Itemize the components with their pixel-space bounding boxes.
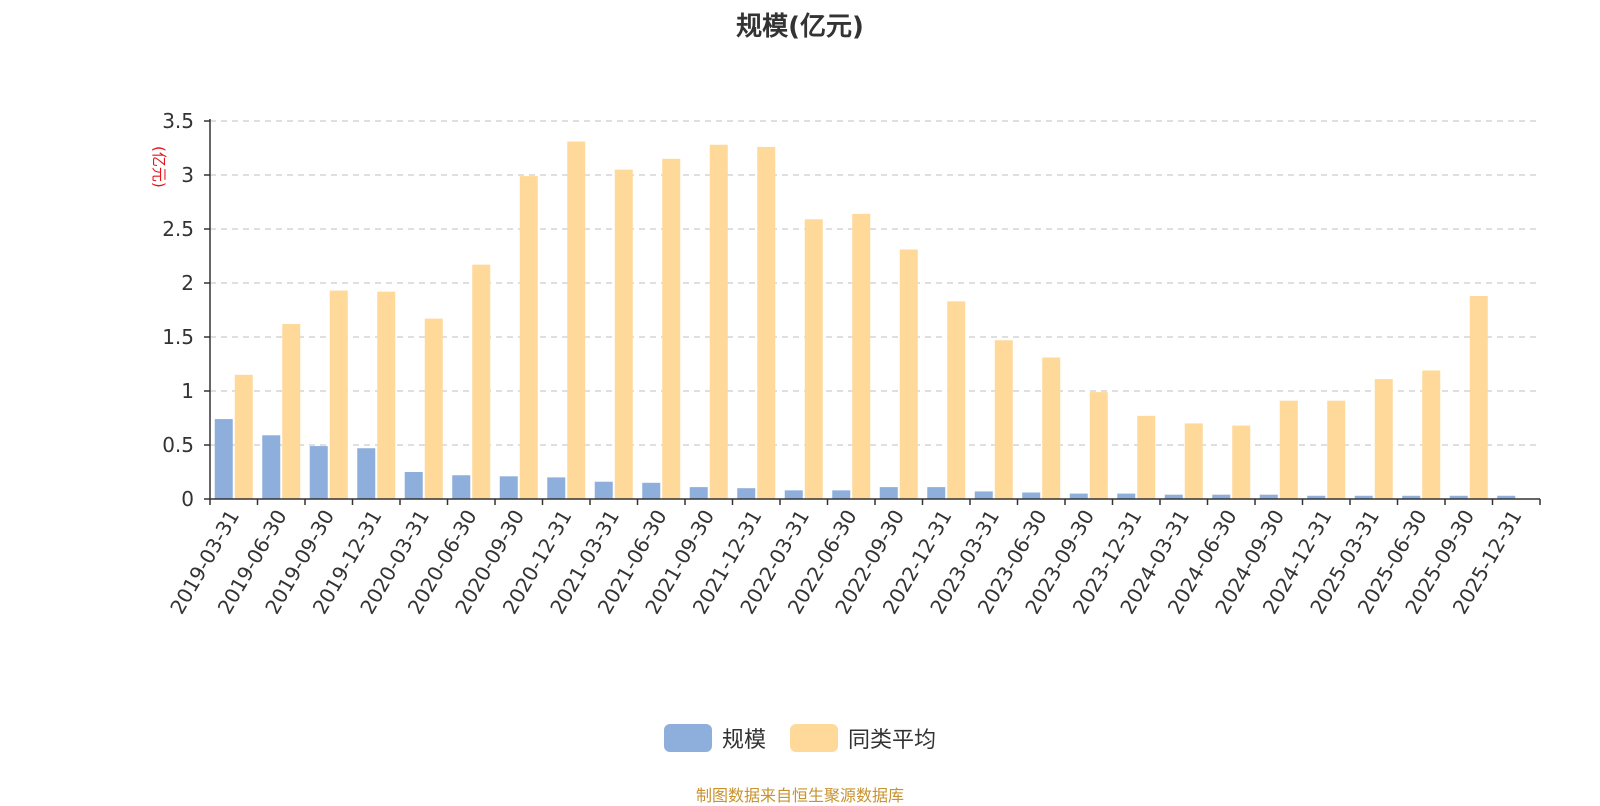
bar-peer-average[interactable]	[377, 291, 396, 499]
bar-scale[interactable]	[1449, 495, 1468, 499]
bar-scale[interactable]	[737, 488, 756, 499]
bar-peer-average[interactable]	[234, 374, 253, 499]
bar-peer-average[interactable]	[1232, 425, 1251, 499]
bar-scale[interactable]	[262, 435, 281, 499]
y-tick-label: 2	[181, 271, 194, 295]
bar-scale[interactable]	[452, 475, 471, 499]
bars	[214, 141, 1516, 500]
bar-scale[interactable]	[927, 487, 946, 499]
bar-peer-average[interactable]	[1422, 370, 1441, 499]
bar-peer-average[interactable]	[1469, 295, 1488, 499]
bar-peer-average[interactable]	[1184, 423, 1203, 499]
bar-peer-average[interactable]	[662, 158, 681, 500]
y-tick-label: 3.5	[162, 109, 194, 133]
bar-scale[interactable]	[642, 482, 661, 499]
y-tick-label: 1.5	[162, 325, 194, 349]
bar-peer-average[interactable]	[1042, 357, 1061, 499]
bar-peer-average[interactable]	[804, 219, 823, 499]
bar-chart: 0 0.5 1 1.5 2 2.5 3 3.5 2019-03-312019-06-30201…	[150, 109, 1541, 619]
legend-label-scale: 规模	[721, 728, 766, 753]
y-tick-label: 0	[181, 487, 194, 511]
bar-peer-average[interactable]	[1137, 415, 1156, 499]
bar-scale[interactable]	[1307, 495, 1326, 499]
y-tick-labels: 0 0.5 1 1.5 2 2.5 3 3.5	[162, 109, 194, 511]
bar-scale[interactable]	[1259, 494, 1278, 499]
bar-peer-average[interactable]	[1327, 400, 1346, 499]
x-tick-labels: 2019-03-312019-06-302019-09-302019-12-31…	[165, 506, 1526, 619]
bar-peer-average[interactable]	[329, 290, 348, 499]
grid-lines	[210, 120, 1540, 446]
bar-peer-average[interactable]	[614, 169, 633, 499]
bar-peer-average[interactable]	[567, 141, 586, 499]
bar-peer-average[interactable]	[472, 264, 491, 499]
legend-swatch-peer-average	[790, 724, 838, 752]
bar-peer-average[interactable]	[947, 301, 966, 499]
bar-scale[interactable]	[1402, 495, 1421, 499]
bar-scale[interactable]	[309, 446, 328, 499]
legend: 规模 同类平均	[0, 722, 1600, 754]
bar-peer-average[interactable]	[424, 318, 443, 499]
bar-peer-average[interactable]	[899, 249, 918, 499]
bar-scale[interactable]	[1497, 495, 1516, 499]
bar-peer-average[interactable]	[1089, 392, 1108, 499]
bar-scale[interactable]	[594, 481, 613, 499]
y-tick-label: 3	[181, 163, 194, 187]
data-source-note: 制图数据来自恒生聚源数据库	[695, 786, 904, 805]
axes	[204, 119, 1541, 505]
bar-peer-average[interactable]	[852, 213, 871, 499]
legend-item-peer-average[interactable]: 同类平均	[790, 722, 936, 754]
bar-scale[interactable]	[1212, 494, 1231, 499]
bar-scale[interactable]	[1354, 495, 1373, 499]
bar-scale[interactable]	[1117, 493, 1136, 499]
bar-scale[interactable]	[1022, 492, 1041, 499]
bar-peer-average[interactable]	[1279, 400, 1298, 499]
bar-scale[interactable]	[499, 476, 518, 499]
bar-scale[interactable]	[214, 419, 233, 499]
bar-scale[interactable]	[1069, 493, 1088, 499]
bar-scale[interactable]	[357, 448, 376, 499]
legend-item-scale[interactable]: 规模	[663, 722, 766, 754]
bar-peer-average[interactable]	[519, 176, 538, 499]
bar-scale[interactable]	[547, 477, 566, 499]
bar-scale[interactable]	[1164, 494, 1183, 499]
bar-peer-average[interactable]	[1374, 379, 1393, 499]
bar-peer-average[interactable]	[994, 340, 1013, 499]
y-axis-unit-label: (亿元)	[150, 146, 168, 188]
bar-peer-average[interactable]	[709, 144, 728, 499]
y-tick-label: 2.5	[162, 217, 194, 241]
bar-peer-average[interactable]	[757, 146, 776, 500]
legend-label-peer-average: 同类平均	[848, 728, 937, 753]
legend-swatch-scale	[663, 724, 712, 752]
bar-scale[interactable]	[404, 472, 423, 499]
bar-peer-average[interactable]	[282, 324, 301, 499]
bar-scale[interactable]	[689, 487, 708, 499]
y-tick-label: 1	[181, 379, 194, 403]
bar-scale[interactable]	[784, 490, 803, 499]
bar-scale[interactable]	[974, 491, 993, 499]
bar-scale[interactable]	[832, 490, 851, 499]
y-tick-label: 0.5	[162, 433, 194, 457]
chart-title: 规模(亿元)	[736, 12, 864, 42]
bar-scale[interactable]	[879, 487, 898, 499]
